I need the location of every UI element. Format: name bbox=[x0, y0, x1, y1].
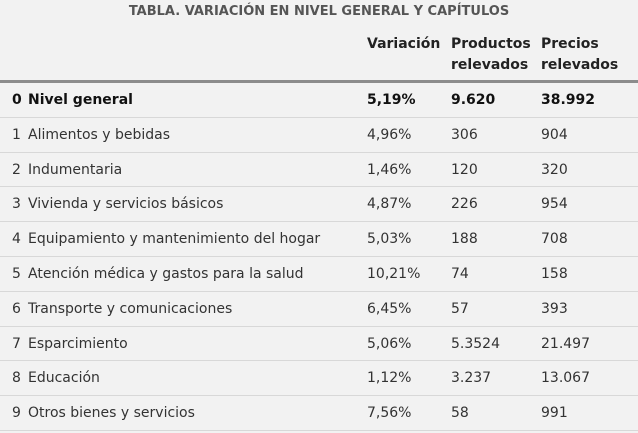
row-precios: 320 bbox=[541, 161, 568, 178]
row-variacion: 4,96% bbox=[367, 126, 412, 143]
row-chapter: Indumentaria bbox=[28, 161, 123, 178]
table-row: 4 Equipamiento y mantenimiento del hogar… bbox=[0, 222, 638, 257]
row-index: 9 bbox=[12, 405, 21, 422]
row-variacion: 5,06% bbox=[367, 335, 412, 352]
header-variacion: Variación bbox=[367, 34, 440, 55]
row-index: 4 bbox=[12, 231, 21, 248]
row-productos: 5.3524 bbox=[451, 335, 500, 352]
table-body: 0 Nivel general 5,19% 9.620 38.992 1 Ali… bbox=[0, 83, 638, 431]
row-chapter: Equipamiento y mantenimiento del hogar bbox=[28, 231, 321, 248]
row-precios: 13.067 bbox=[541, 370, 590, 387]
row-variacion: 1,12% bbox=[367, 370, 412, 387]
row-productos: 3.237 bbox=[451, 370, 492, 387]
row-chapter: Nivel general bbox=[28, 92, 133, 108]
header-divider bbox=[0, 80, 638, 83]
row-productos: 226 bbox=[451, 196, 478, 213]
row-index: 5 bbox=[12, 265, 21, 282]
row-variacion: 5,03% bbox=[367, 231, 412, 248]
row-productos: 306 bbox=[451, 126, 478, 143]
row-index: 6 bbox=[12, 300, 21, 317]
table-row: 1 Alimentos y bebidas 4,96% 306 904 bbox=[0, 118, 638, 153]
table-title: TABLA. VARIACIÓN EN NIVEL GENERAL Y CAPÍ… bbox=[128, 4, 510, 19]
row-index: 7 bbox=[12, 335, 21, 352]
row-productos: 57 bbox=[451, 300, 469, 317]
row-chapter: Esparcimiento bbox=[28, 335, 128, 352]
table-row: 3 Vivienda y servicios básicos 4,87% 226… bbox=[0, 187, 638, 223]
row-variacion: 4,87% bbox=[367, 196, 412, 213]
row-variacion: 7,56% bbox=[367, 405, 412, 422]
row-chapter: Alimentos y bebidas bbox=[28, 126, 171, 143]
row-precios: 393 bbox=[541, 300, 568, 317]
row-productos: 58 bbox=[451, 405, 469, 422]
row-precios: 21.497 bbox=[541, 335, 590, 352]
row-variacion: 6,45% bbox=[367, 300, 412, 317]
row-precios: 158 bbox=[541, 265, 568, 282]
row-precios: 904 bbox=[541, 126, 568, 143]
table-row: 8 Educación 1,12% 3.237 13.067 bbox=[0, 361, 638, 397]
row-index: 3 bbox=[12, 196, 21, 213]
row-index: 0 bbox=[12, 92, 22, 108]
table-row: 6 Transporte y comunicaciones 6,45% 57 3… bbox=[0, 292, 638, 327]
header-precios: Precios relevados bbox=[541, 34, 618, 76]
row-chapter: Otros bienes y servicios bbox=[28, 405, 195, 422]
row-variacion: 1,46% bbox=[367, 161, 412, 178]
header-productos-line2: relevados bbox=[451, 57, 529, 73]
row-precios: 991 bbox=[541, 405, 568, 422]
table-row: 0 Nivel general 5,19% 9.620 38.992 bbox=[0, 83, 638, 118]
header-variacion-label: Variación bbox=[367, 36, 441, 52]
header-precios-line2: relevados bbox=[541, 57, 619, 73]
row-productos: 9.620 bbox=[451, 92, 496, 108]
row-index: 2 bbox=[12, 161, 21, 178]
row-productos: 188 bbox=[451, 231, 478, 248]
row-variacion: 10,21% bbox=[367, 265, 421, 282]
row-chapter: Transporte y comunicaciones bbox=[28, 300, 233, 317]
header-precios-line1: Precios bbox=[541, 36, 599, 52]
table-row: 7 Esparcimiento 5,06% 5.3524 21.497 bbox=[0, 327, 638, 362]
row-precios: 38.992 bbox=[541, 92, 596, 108]
row-productos: 120 bbox=[451, 161, 478, 178]
row-index: 8 bbox=[12, 370, 21, 387]
row-chapter: Vivienda y servicios básicos bbox=[28, 196, 224, 213]
row-index: 1 bbox=[12, 126, 21, 143]
header-productos: Productos relevados bbox=[451, 34, 531, 76]
table-row: 2 Indumentaria 1,46% 120 320 bbox=[0, 153, 638, 188]
table-row: 9 Otros bienes y servicios 7,56% 58 991 bbox=[0, 396, 638, 431]
row-chapter: Atención médica y gastos para la salud bbox=[28, 265, 304, 282]
row-productos: 74 bbox=[451, 265, 469, 282]
row-variacion: 5,19% bbox=[367, 92, 416, 108]
row-precios: 708 bbox=[541, 231, 568, 248]
table-header: Variación Productos relevados Precios re… bbox=[0, 31, 638, 80]
header-productos-line1: Productos bbox=[451, 36, 531, 52]
table-row: 5 Atención médica y gastos para la salud… bbox=[0, 257, 638, 292]
row-precios: 954 bbox=[541, 196, 568, 213]
row-chapter: Educación bbox=[28, 370, 100, 387]
